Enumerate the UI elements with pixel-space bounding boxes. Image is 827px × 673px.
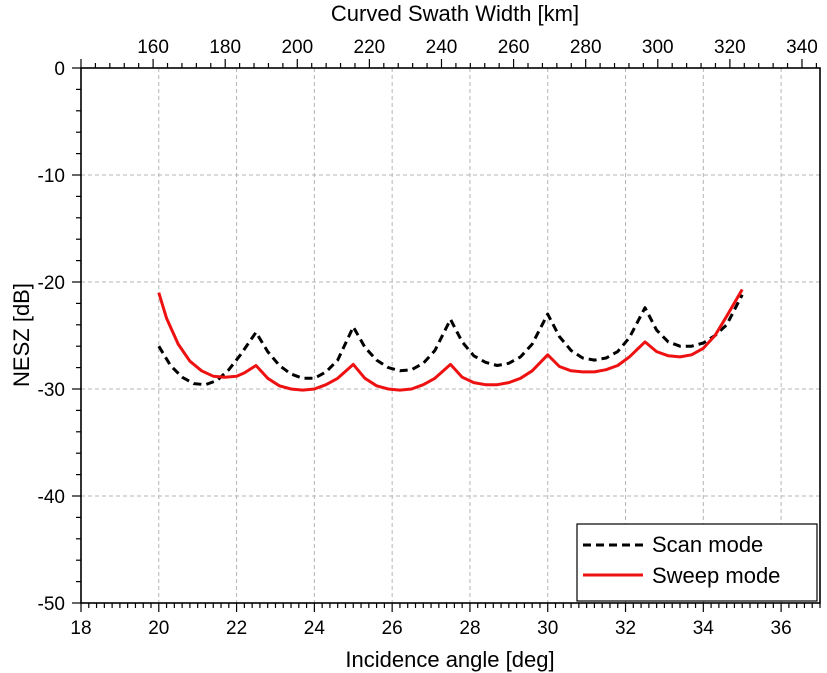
x2-tick-label: 340 bbox=[786, 37, 818, 58]
x2-tick-label: 320 bbox=[714, 37, 746, 58]
x-tick-label: 22 bbox=[226, 618, 247, 639]
x-tick-label: 18 bbox=[70, 618, 91, 639]
x-tick-label: 32 bbox=[615, 618, 636, 639]
x2-tick-label: 240 bbox=[426, 37, 458, 58]
x-tick-label: 26 bbox=[382, 618, 403, 639]
x2-tick-label: 300 bbox=[642, 37, 674, 58]
ticks bbox=[72, 59, 821, 612]
plot-frame bbox=[80, 67, 821, 604]
x2-tick-label: 280 bbox=[570, 37, 602, 58]
legend-label-sweep: Sweep mode bbox=[652, 563, 780, 588]
y-tick-label: 0 bbox=[54, 59, 65, 80]
x2-tick-label: 160 bbox=[137, 37, 169, 58]
x2-axis-title: Curved Swath Width [km] bbox=[331, 1, 579, 26]
y-tick-label: -10 bbox=[38, 166, 65, 187]
x2-tick-label: 180 bbox=[209, 37, 241, 58]
x2-tick-label: 220 bbox=[354, 37, 386, 58]
y-tick-label: -30 bbox=[38, 380, 65, 401]
y-tick-label: -20 bbox=[38, 273, 65, 294]
x-tick-label: 28 bbox=[459, 618, 480, 639]
series-group bbox=[157, 288, 744, 392]
series-line-scan-mode bbox=[157, 294, 744, 387]
legend-label-scan: Scan mode bbox=[652, 532, 763, 557]
grid-lines bbox=[81, 68, 820, 603]
x-axis-title: Incidence angle [deg] bbox=[345, 647, 554, 672]
x-tick-label: 30 bbox=[537, 618, 558, 639]
legend: Scan mode Sweep mode bbox=[576, 523, 818, 602]
x-tick-label: 24 bbox=[304, 618, 326, 639]
tick-labels: 18 20 22 24 26 28 30 32 34 36 160 180 200 220 240 260 28… bbox=[38, 37, 818, 639]
y-axis-title: NESZ [dB] bbox=[9, 283, 34, 387]
series-line-sweep-mode bbox=[157, 288, 744, 392]
x-tick-label: 20 bbox=[148, 618, 169, 639]
x-tick-label: 34 bbox=[693, 618, 715, 639]
y-tick-label: -50 bbox=[38, 594, 65, 615]
legend-box bbox=[576, 523, 818, 602]
x-tick-label: 36 bbox=[771, 618, 792, 639]
x2-tick-label: 200 bbox=[281, 37, 313, 58]
x2-tick-label: 260 bbox=[498, 37, 530, 58]
y-tick-label: -40 bbox=[38, 487, 65, 508]
